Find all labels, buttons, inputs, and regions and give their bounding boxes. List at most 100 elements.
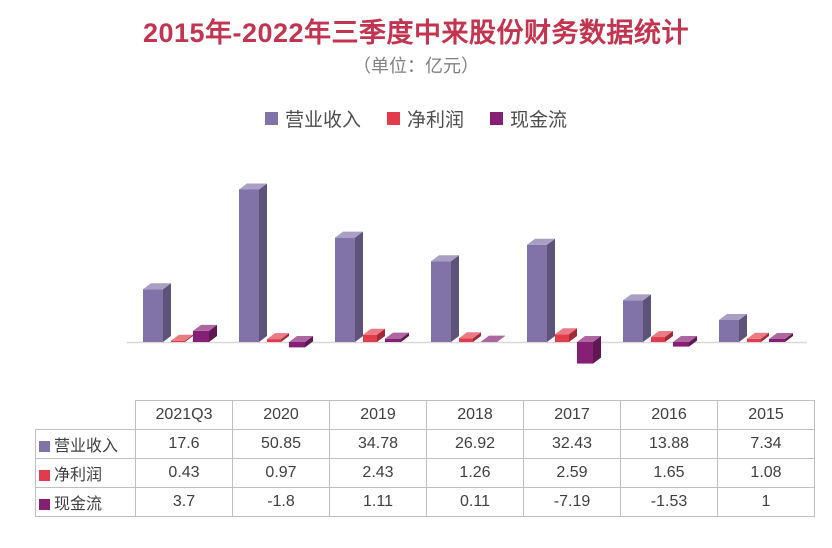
- bar-净利润-2018: [459, 332, 481, 342]
- table-cell: 3.7: [136, 488, 233, 517]
- row-label: 现金流: [54, 496, 102, 513]
- bar-营业收入-2017: [527, 239, 555, 342]
- table-cell: 34.78: [330, 430, 427, 459]
- legend-label: 营业收入: [285, 105, 361, 132]
- legend-label: 净利润: [407, 105, 464, 132]
- bar-front-face: [555, 334, 569, 342]
- legend-swatch: [387, 112, 400, 125]
- bar-front-face: [769, 339, 785, 342]
- bar-front-face: [289, 342, 305, 347]
- bar-front-face: [267, 339, 281, 342]
- bar-净利润-2017: [555, 328, 577, 342]
- bar-净利润-2019: [363, 329, 385, 342]
- table-cell: 13.88: [621, 430, 718, 459]
- table-cell: 0.43: [136, 459, 233, 488]
- bar-front-face: [459, 338, 473, 342]
- table-cell: 1.08: [718, 459, 815, 488]
- bar-front-face: [527, 245, 547, 342]
- row-label-cell: 净利润: [36, 459, 136, 488]
- bar-side-face: [451, 255, 459, 342]
- bar-side-face: [259, 183, 267, 342]
- legend-swatch: [490, 112, 503, 125]
- bar-现金流-2021Q3: [193, 325, 217, 342]
- bar-净利润-2015: [747, 333, 769, 342]
- legend-swatch: [265, 112, 278, 125]
- table-cell: 1.26: [427, 459, 524, 488]
- legend-item-1: 营业收入: [265, 105, 361, 132]
- bar-现金流-2017: [577, 336, 601, 364]
- bar-front-face: [673, 342, 689, 347]
- bar-front-face: [239, 189, 259, 342]
- bar-side-face: [643, 294, 651, 342]
- row-series-swatch: [39, 441, 50, 452]
- row-series-swatch: [39, 499, 50, 510]
- table-cell: 1.11: [330, 488, 427, 517]
- bar-front-face: [431, 261, 451, 342]
- bar-营业收入-2021Q3: [143, 283, 171, 342]
- row-label-cell: 营业收入: [36, 430, 136, 459]
- bar-营业收入-2016: [623, 294, 651, 342]
- page-title: 2015年-2022年三季度中来股份财务数据统计: [0, 14, 832, 52]
- table-cell: 0.11: [427, 488, 524, 517]
- bar-side-face: [163, 283, 171, 342]
- bar-现金流-2019: [385, 333, 409, 342]
- table-cell: 0.97: [233, 459, 330, 488]
- table-corner-cell: [36, 401, 136, 430]
- bar-front-face: [577, 342, 593, 364]
- bar-front-face: [651, 337, 665, 342]
- row-series-swatch: [39, 470, 50, 481]
- chart-page: 2015年-2022年三季度中来股份财务数据统计 （单位：亿元） 营业收入净利润…: [0, 14, 832, 548]
- bar-营业收入-2018: [431, 255, 459, 342]
- table-cell: 50.85: [233, 430, 330, 459]
- bar-现金流-2016: [673, 336, 697, 347]
- bar-现金流-2018: [481, 336, 505, 342]
- legend-label: 现金流: [510, 105, 567, 132]
- bar-front-face: [623, 300, 643, 342]
- table-cell: 2.59: [524, 459, 621, 488]
- legend-item-3: 现金流: [490, 105, 567, 132]
- row-label: 营业收入: [54, 438, 118, 455]
- bar-现金流-2015: [769, 333, 793, 342]
- bar-front-face: [385, 339, 401, 342]
- page-subtitle: （单位：亿元）: [0, 54, 832, 78]
- table-header-cell: 2015: [718, 401, 815, 430]
- table-cell: -1.53: [621, 488, 718, 517]
- legend-item-2: 净利润: [387, 105, 464, 132]
- row-label-cell: 现金流: [36, 488, 136, 517]
- table-header-cell: 2019: [330, 401, 427, 430]
- table-cell: -7.19: [524, 488, 621, 517]
- row-label: 净利润: [54, 467, 102, 484]
- table-cell: 1.65: [621, 459, 718, 488]
- bar-front-face: [171, 341, 185, 342]
- bar-净利润-2020: [267, 333, 289, 342]
- table-header-cell: 2020: [233, 401, 330, 430]
- table-header-cell: 2016: [621, 401, 718, 430]
- table-cell: 2.43: [330, 459, 427, 488]
- bar-front-face: [143, 289, 163, 342]
- bar-营业收入-2020: [239, 183, 267, 342]
- bar-side-face: [547, 239, 555, 342]
- bar-营业收入-2015: [719, 314, 747, 342]
- chart-area: [0, 152, 832, 380]
- table-cell: 26.92: [427, 430, 524, 459]
- table-cell: 17.6: [136, 430, 233, 459]
- bar-chart: [131, 152, 821, 380]
- bar-side-face: [355, 232, 363, 342]
- table-header-cell: 2018: [427, 401, 524, 430]
- bar-营业收入-2019: [335, 232, 363, 342]
- bar-净利润-2021Q3: [171, 335, 193, 342]
- table-cell: 7.34: [718, 430, 815, 459]
- table-header-cell: 2017: [524, 401, 621, 430]
- table-cell: 32.43: [524, 430, 621, 459]
- table-header-cell: 2021Q3: [136, 401, 233, 430]
- bar-现金流-2020: [289, 336, 313, 347]
- bar-front-face: [719, 320, 739, 342]
- bar-front-face: [363, 335, 377, 342]
- bar-front-face: [335, 238, 355, 342]
